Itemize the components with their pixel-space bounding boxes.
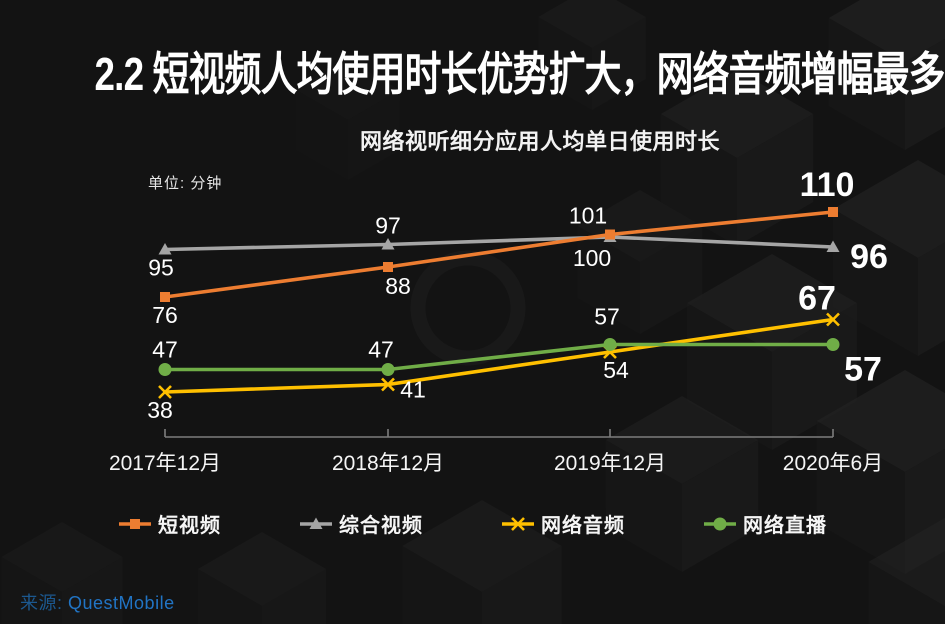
decor-cube <box>296 60 400 180</box>
legend-item-composite-video: 综合视频 <box>299 509 423 538</box>
network-live-marker-2 <box>603 338 617 351</box>
composite-video-value-label: 95 <box>148 255 174 281</box>
labels-network-audio: 38 41 54 67 <box>147 279 836 423</box>
chart-title: 网络视听细分应用人均单日使用时长 <box>359 129 720 154</box>
decor-cube <box>1 522 123 624</box>
decor-ring <box>410 250 526 366</box>
network-audio-value-label: 54 <box>603 357 629 383</box>
short-video-value-label: 101 <box>569 203 607 229</box>
legend-item-short-video: 短视频 <box>118 509 221 538</box>
network-audio-value-label: 67 <box>798 279 836 317</box>
composite-video-value-label: 96 <box>850 238 888 276</box>
composite-video-marker-1 <box>381 238 395 250</box>
unit-label: 单位: 分钟 <box>148 175 223 192</box>
x-axis-label: 2020年6月 <box>783 452 883 475</box>
short-video-marker-2 <box>605 229 615 240</box>
composite-video-marker-3 <box>826 240 840 252</box>
composite-video-value-label: 97 <box>375 213 401 239</box>
composite-video-value-label: 100 <box>573 245 611 271</box>
source: 来源: QuestMobile <box>20 589 175 615</box>
series-line-network-audio <box>163 317 835 394</box>
decor-cube <box>833 160 945 356</box>
legend-label-short-video: 短视频 <box>158 515 221 537</box>
page-title: 2.2 短视频人均使用时长优势扩大，网络音频增幅最多 <box>94 48 945 100</box>
legend-marker-short-video <box>119 518 151 529</box>
network-audio-marker-3 <box>826 312 840 327</box>
network-live-marker-0 <box>158 363 172 376</box>
labels-network-live: 47 47 57 57 <box>152 304 882 389</box>
network-live-marker-3 <box>826 338 840 351</box>
labels-short-video: 76 88 101 110 <box>152 166 854 328</box>
x-axis: 2017年12月 2018年12月 2019年12月 2020年6月 <box>109 429 883 475</box>
decor-cube <box>538 0 646 110</box>
decor-cube <box>605 396 759 572</box>
short-video-marker-1 <box>383 262 393 272</box>
short-video-value-label: 76 <box>152 302 178 328</box>
series-short-video <box>160 207 838 302</box>
network-live-value-label: 57 <box>844 350 882 388</box>
labels-composite-video: 95 97 100 96 <box>148 213 888 281</box>
short-video-marker-0 <box>160 292 170 302</box>
legend-label-network-live: 网络直播 <box>743 515 827 537</box>
x-axis-label: 2017年12月 <box>109 452 221 475</box>
x-axis-label: 2019年12月 <box>554 452 666 475</box>
source-name: QuestMobile <box>68 593 175 613</box>
short-video-value-label: 88 <box>385 273 411 299</box>
legend-label-composite-video: 综合视频 <box>339 515 423 537</box>
chart-legend: 短视频 综合视频 网络音频 网络直播 <box>0 509 945 538</box>
legend-item-network-live: 网络直播 <box>703 509 827 538</box>
series-line-short-video <box>163 210 835 299</box>
x-axis-label: 2018年12月 <box>332 452 444 475</box>
composite-video-marker-0 <box>158 243 172 255</box>
network-audio-value-label: 41 <box>400 377 426 403</box>
source-label: 来源: <box>20 593 63 613</box>
legend-marker-network-live <box>704 517 736 530</box>
series-line-network-live <box>163 342 835 372</box>
decor-cube <box>868 517 945 624</box>
network-live-marker-1 <box>381 363 395 376</box>
network-live-value-label: 47 <box>152 337 178 363</box>
network-live-value-label: 57 <box>594 304 620 330</box>
legend-marker-composite-video <box>300 517 332 529</box>
decor-cube <box>660 70 814 246</box>
decor-cube <box>197 532 327 624</box>
decor-cube <box>828 0 945 150</box>
network-live-value-label: 47 <box>368 337 394 363</box>
decor-cube <box>577 190 703 334</box>
network-audio-marker-0 <box>158 385 172 399</box>
short-video-marker-3 <box>828 207 838 217</box>
network-audio-value-label: 38 <box>147 397 173 423</box>
network-audio-marker-1 <box>381 377 395 392</box>
legend-label-network-audio: 网络音频 <box>541 515 625 537</box>
series-line-composite-video <box>163 235 835 252</box>
series-network-live <box>158 338 840 376</box>
legend-item-network-audio: 网络音频 <box>501 509 625 538</box>
legend-marker-network-audio <box>502 516 534 531</box>
short-video-value-label: 110 <box>800 166 855 204</box>
